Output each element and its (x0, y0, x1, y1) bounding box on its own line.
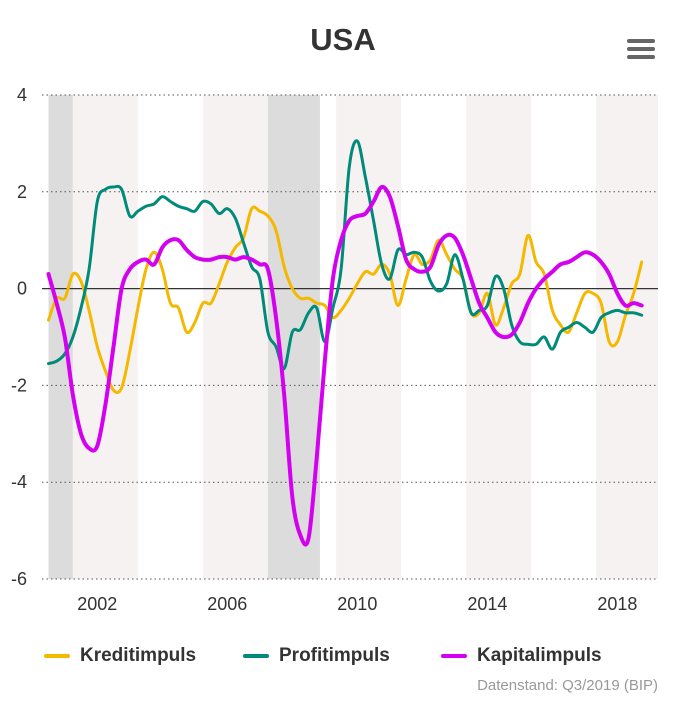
chart-title: USA (310, 22, 376, 57)
series-line-kreditimpuls (47, 205, 644, 395)
x-tick-label: 2002 (77, 594, 117, 614)
shaded-band (336, 95, 402, 579)
x-tick-label: 2006 (207, 594, 247, 614)
legend-swatch-kreditimpuls (44, 654, 70, 658)
menu-bar (627, 55, 655, 59)
grid-lines (42, 94, 658, 580)
shaded-periods (48, 95, 658, 579)
shaded-band (48, 95, 73, 579)
y-tick-label: 2 (17, 182, 27, 202)
legend-label-profitimpuls: Profitimpuls (279, 645, 390, 666)
legend-item-profitimpuls[interactable]: Profitimpuls (243, 643, 390, 669)
shaded-band (596, 95, 658, 579)
y-axis-ticks: 4 2 0 -2 -4 -6 (11, 85, 27, 589)
series-line-profitimpuls (47, 139, 644, 371)
series-line-kapitalimpuls (46, 184, 644, 547)
legend-swatch-profitimpuls (243, 654, 269, 658)
plot-area: 4 2 0 -2 -4 -6 2002 2006 2010 2014 2018 (11, 85, 658, 614)
y-tick-label: 4 (17, 85, 27, 105)
hamburger-menu-icon[interactable] (627, 39, 655, 61)
shaded-band (72, 95, 138, 579)
x-tick-label: 2018 (597, 594, 637, 614)
legend-swatch-kapitalimpuls (441, 654, 467, 658)
y-tick-label: -2 (11, 375, 27, 395)
x-tick-label: 2014 (467, 594, 507, 614)
y-tick-label: 0 (17, 279, 27, 299)
y-tick-label: -4 (11, 472, 27, 492)
legend-label-kapitalimpuls: Kapitalimpuls (477, 645, 602, 666)
y-tick-label: -6 (11, 569, 27, 589)
legend-item-kapitalimpuls[interactable]: Kapitalimpuls (441, 643, 602, 669)
series-lines (46, 139, 644, 547)
menu-bar (627, 47, 655, 51)
x-axis-ticks: 2002 2006 2010 2014 2018 (77, 594, 637, 614)
legend-label-kreditimpuls: Kreditimpuls (80, 645, 197, 666)
legend-item-kreditimpuls[interactable]: Kreditimpuls (44, 643, 196, 669)
x-tick-label: 2010 (337, 594, 377, 614)
menu-bar (627, 39, 655, 43)
source-note: Datenstand: Q3/2019 (BIP) (477, 677, 658, 694)
shaded-band (202, 95, 268, 579)
